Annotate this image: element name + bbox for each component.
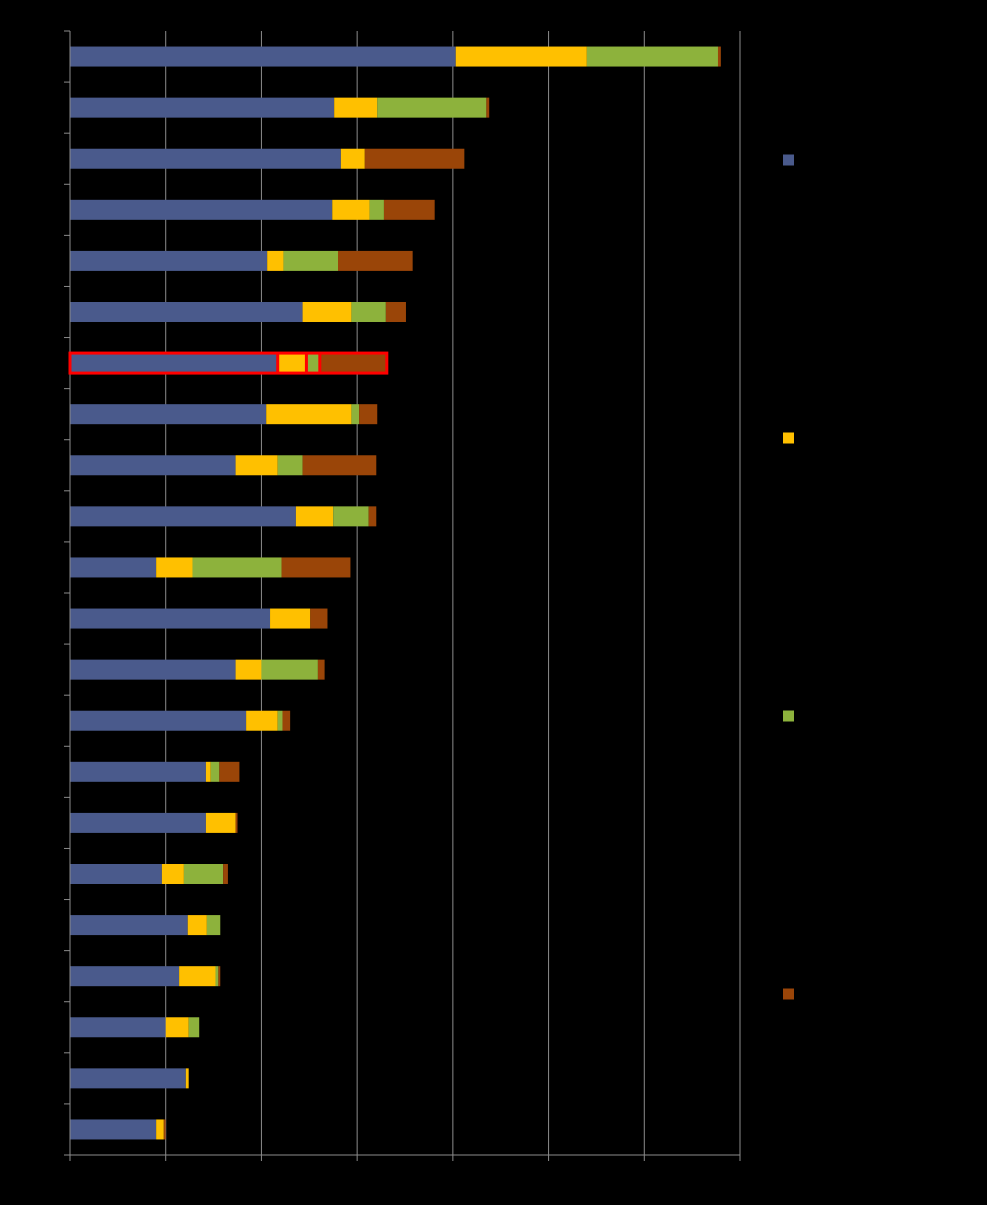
bar-segment-3-3 [383, 199, 435, 220]
bar-segment-12-1 [235, 659, 262, 680]
bar-segment-21-3 [163, 1119, 166, 1140]
bar-segment-19-0 [70, 1017, 166, 1038]
bar-segment-0-2 [586, 46, 718, 67]
bar-segment-16-2 [183, 864, 224, 884]
bar-segment-3-0 [70, 199, 333, 220]
bar-segment-16-1 [161, 864, 184, 884]
bar-segment-6-3 [319, 353, 387, 374]
bar-segment-9-1 [295, 506, 334, 527]
bar-segment-12-0 [70, 659, 236, 680]
axes [64, 30, 741, 1161]
bar-segment-14-1 [205, 761, 211, 782]
bar-segment-4-3 [338, 250, 413, 271]
bar-segment-18-0 [70, 966, 180, 987]
bar-segment-21-0 [70, 1119, 157, 1140]
bar-segment-1-2 [377, 97, 487, 118]
bar-segment-5-0 [70, 302, 303, 322]
bar-segment-13-3 [282, 710, 291, 731]
bar-segment-5-1 [302, 302, 352, 322]
highlight-box [68, 351, 389, 375]
bar-segment-0-3 [717, 46, 721, 67]
bar-segment-20-1 [185, 1068, 189, 1089]
bar-segment-7-2 [351, 404, 360, 425]
bar-segment-2-0 [70, 148, 341, 169]
bar-segment-12-3 [317, 659, 325, 680]
bar-segment-8-2 [277, 455, 303, 476]
bar-segment-16-3 [223, 864, 228, 884]
bar-segment-4-2 [283, 250, 338, 271]
highlight-outline [68, 351, 389, 375]
bars [70, 46, 721, 1140]
bar-segment-1-3 [486, 97, 490, 118]
bar-segment-18-1 [179, 966, 216, 987]
bar-segment-3-2 [369, 199, 384, 220]
legend-marker-0 [783, 154, 794, 166]
bar-segment-13-0 [70, 710, 247, 731]
bar-segment-21-1 [156, 1119, 164, 1140]
bar-segment-13-2 [277, 710, 283, 731]
bar-segment-6-2 [306, 353, 320, 374]
bar-segment-19-2 [188, 1017, 200, 1038]
bar-segment-11-3 [310, 608, 328, 629]
bar-segment-10-2 [192, 557, 282, 578]
bar-segment-14-3 [219, 761, 240, 782]
bar-segment-2-1 [340, 148, 365, 169]
bar-segment-18-3 [218, 966, 221, 987]
bar-segment-15-0 [70, 812, 206, 833]
bar-segment-10-1 [156, 557, 193, 578]
bar-segment-16-0 [70, 864, 162, 884]
gridlines [165, 31, 741, 1155]
bar-segment-18-2 [215, 966, 219, 987]
bar-segment-17-1 [187, 915, 207, 936]
bar-segment-6-1 [277, 353, 307, 374]
bar-segment-0-0 [70, 46, 456, 67]
bar-segment-11-1 [270, 608, 311, 629]
bar-segment-6-0 [70, 353, 278, 374]
legend-marker-3 [783, 988, 794, 1000]
bar-segment-11-0 [70, 608, 271, 629]
bar-segment-9-2 [333, 506, 369, 527]
bar-segment-13-1 [246, 710, 278, 731]
bar-segment-5-2 [351, 302, 386, 322]
bar-segment-14-0 [70, 761, 206, 782]
bar-segment-14-2 [210, 761, 220, 782]
bar-segment-9-0 [70, 506, 296, 527]
bar-segment-7-3 [359, 404, 378, 425]
bar-segment-8-3 [302, 455, 377, 476]
bar-segment-10-3 [281, 557, 351, 578]
bar-segment-3-1 [332, 199, 370, 220]
bar-segment-1-0 [70, 97, 335, 118]
legend-marker-1 [783, 432, 794, 444]
bar-segment-17-2 [206, 915, 221, 936]
bar-segment-12-2 [261, 659, 318, 680]
bar-segment-10-0 [70, 557, 157, 578]
bar-segment-5-3 [385, 302, 406, 322]
bar-segment-1-1 [334, 97, 378, 118]
bar-segment-2-3 [364, 148, 465, 169]
legend [783, 154, 794, 1000]
bar-segment-9-3 [368, 506, 377, 527]
bar-segment-0-1 [455, 46, 587, 67]
bar-segment-15-3 [235, 812, 238, 833]
bar-segment-4-1 [267, 250, 284, 271]
legend-marker-2 [783, 710, 794, 722]
bar-segment-17-0 [70, 915, 188, 936]
bar-segment-8-1 [235, 455, 278, 476]
bar-segment-8-0 [70, 455, 236, 476]
bar-segment-19-1 [165, 1017, 189, 1038]
bar-segment-7-1 [266, 404, 352, 425]
bar-segment-15-1 [205, 812, 236, 833]
bar-segment-7-0 [70, 404, 267, 425]
bar-segment-20-0 [70, 1068, 186, 1089]
bar-segment-4-0 [70, 250, 268, 271]
